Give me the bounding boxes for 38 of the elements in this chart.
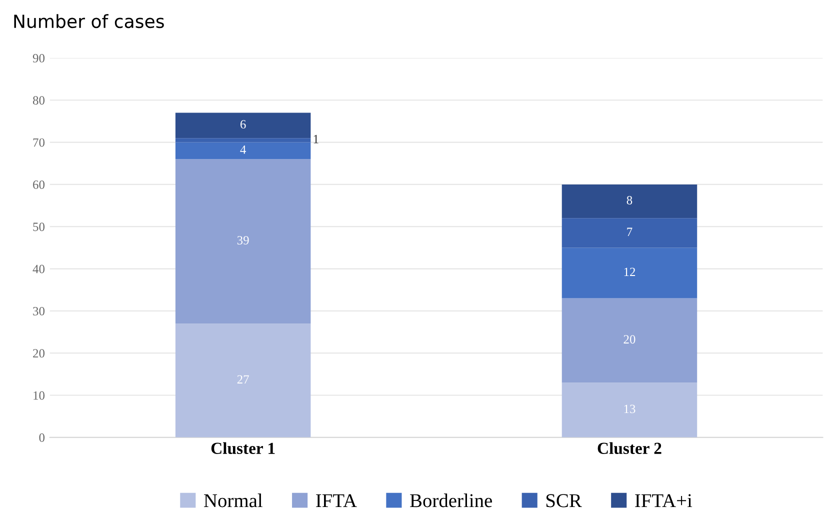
y-tick-label: 0 bbox=[39, 433, 45, 442]
bar bbox=[562, 298, 698, 383]
bar bbox=[175, 142, 311, 160]
y-axis-title: Number of cases bbox=[14, 14, 164, 28]
data-label: 20 bbox=[624, 335, 636, 344]
data-label: 1 bbox=[314, 134, 318, 144]
data-label: 39 bbox=[237, 236, 249, 244]
y-tick-label: 20 bbox=[33, 349, 45, 358]
data-label: 12 bbox=[624, 268, 636, 276]
legend-label: Normal bbox=[204, 494, 262, 508]
data-label: 13 bbox=[624, 404, 636, 414]
x-tick-label: Cluster 2 bbox=[598, 442, 662, 454]
data-label: 7 bbox=[627, 228, 632, 236]
legend-label: IFTA+i bbox=[635, 494, 692, 508]
bar bbox=[562, 184, 698, 218]
legend-label: Borderline bbox=[410, 494, 492, 508]
x-tick-label: Cluster 1 bbox=[211, 442, 275, 454]
data-label: 8 bbox=[626, 196, 632, 204]
y-tick-label: 30 bbox=[33, 306, 45, 316]
y-tick-label: 90 bbox=[32, 54, 45, 62]
y-tick-label: 70 bbox=[33, 138, 45, 147]
legend-label: SCR bbox=[546, 494, 582, 508]
bar bbox=[175, 112, 311, 138]
data-label: 4 bbox=[240, 146, 246, 154]
legend-label: IFTA bbox=[316, 494, 357, 508]
data-label: 27 bbox=[237, 375, 249, 384]
y-tick-label: 50 bbox=[33, 222, 45, 232]
bar bbox=[562, 248, 698, 298]
y-tick-label: 60 bbox=[33, 180, 45, 189]
bar bbox=[175, 138, 311, 142]
y-tick-label: 80 bbox=[32, 96, 45, 105]
y-tick-label: 40 bbox=[32, 264, 45, 274]
data-label: 6 bbox=[240, 120, 246, 129]
bar bbox=[562, 382, 698, 438]
bar bbox=[175, 159, 311, 324]
bar bbox=[562, 218, 698, 248]
bar bbox=[175, 324, 311, 438]
y-tick-label: 10 bbox=[34, 391, 45, 400]
